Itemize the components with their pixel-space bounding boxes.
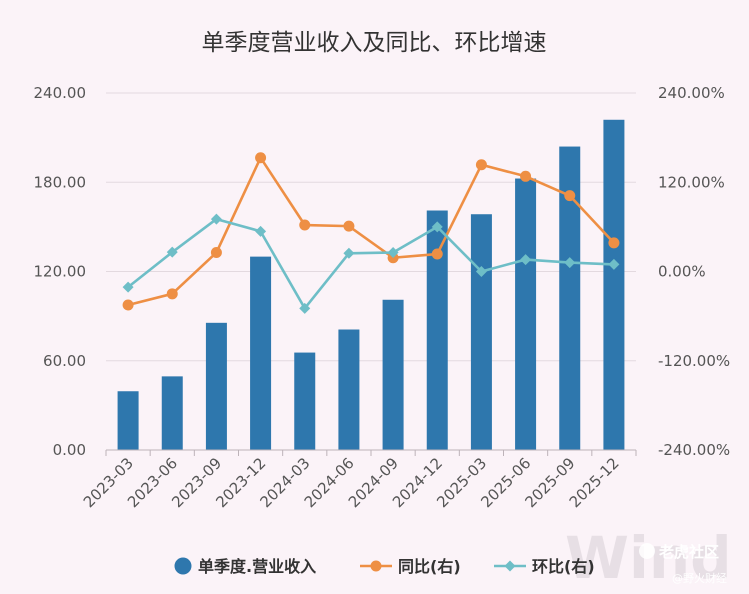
yoy-point [255, 152, 267, 164]
bar [205, 322, 227, 450]
brand-name: 老虎社区 [658, 543, 719, 561]
legend-label: 环比(右) [532, 557, 595, 576]
qoq-point [255, 225, 267, 237]
line-series [122, 152, 620, 314]
qoq-point [343, 247, 355, 259]
tiger-logo-icon [639, 543, 655, 559]
y-left-tick-label: 240.00 [34, 84, 87, 102]
yoy-point [299, 219, 311, 231]
y-right-tick-label: 0.00% [658, 263, 706, 281]
yoy-point [608, 237, 620, 249]
legend-qoq-marker [504, 560, 516, 572]
bar-series [117, 119, 625, 451]
y-right-tick-label: -240.00% [658, 441, 730, 459]
qoq-point [387, 247, 399, 259]
qoq-point [166, 246, 178, 258]
yoy-point [210, 247, 222, 259]
brand-badge: 老虎社区 @野火财经 [639, 543, 727, 585]
qoq-point [520, 254, 532, 266]
series-line-qoq [127, 217, 614, 310]
qoq-point [564, 257, 576, 269]
legend: 单季度.营业收入 同比(右) 环比(右) [174, 557, 595, 576]
y-left-tick-label: 60.00 [43, 352, 86, 370]
bar [117, 391, 139, 450]
bar [382, 299, 404, 450]
y-right-tick-label: 120.00% [658, 173, 725, 191]
yoy-point [431, 248, 443, 260]
bar [161, 376, 183, 450]
y-right-tick-label: 240.00% [658, 84, 725, 102]
chart-title: 单季度营业收入及同比、环比增速 [202, 30, 547, 56]
legend-label: 单季度.营业收入 [198, 557, 316, 576]
y-left-tick-label: 120.00 [34, 263, 87, 281]
yoy-point [166, 288, 178, 300]
yoy-point [343, 220, 355, 232]
bar [515, 178, 537, 450]
y-left-tick-label: 0.00 [53, 441, 86, 459]
y-right-tick-label: -120.00% [658, 352, 730, 370]
bar [603, 119, 625, 451]
legend-yoy-marker [370, 560, 382, 572]
legend-bar-swatch [174, 557, 192, 575]
yoy-point [475, 159, 487, 171]
yoy-point [564, 190, 576, 202]
bar [470, 214, 492, 450]
qoq-point [475, 266, 487, 277]
qoq-point [608, 258, 620, 270]
qoq-point [122, 281, 134, 293]
series-line-yoy [127, 156, 615, 307]
gridlines [106, 92, 636, 362]
brand-handle: @野火财经 [672, 571, 727, 585]
bar [250, 256, 272, 450]
y-axis-left: 0.00 60.00 120.00 180.00 240.00 [34, 84, 87, 459]
bar [338, 329, 360, 450]
y-left-tick-label: 180.00 [34, 173, 87, 191]
legend-label: 同比(右) [398, 557, 461, 576]
yoy-point [520, 170, 532, 182]
qoq-point [299, 302, 311, 314]
qoq-point [210, 213, 222, 225]
bar [294, 352, 316, 450]
qoq-point [431, 221, 443, 233]
y-axis-right: -240.00% -120.00% 0.00% 120.00% 240.00% [658, 84, 730, 459]
yoy-point [122, 299, 134, 311]
bar [559, 146, 581, 451]
bar [426, 210, 448, 450]
x-axis: 2023-032023-062023-092023-122024-032024-… [80, 449, 637, 511]
